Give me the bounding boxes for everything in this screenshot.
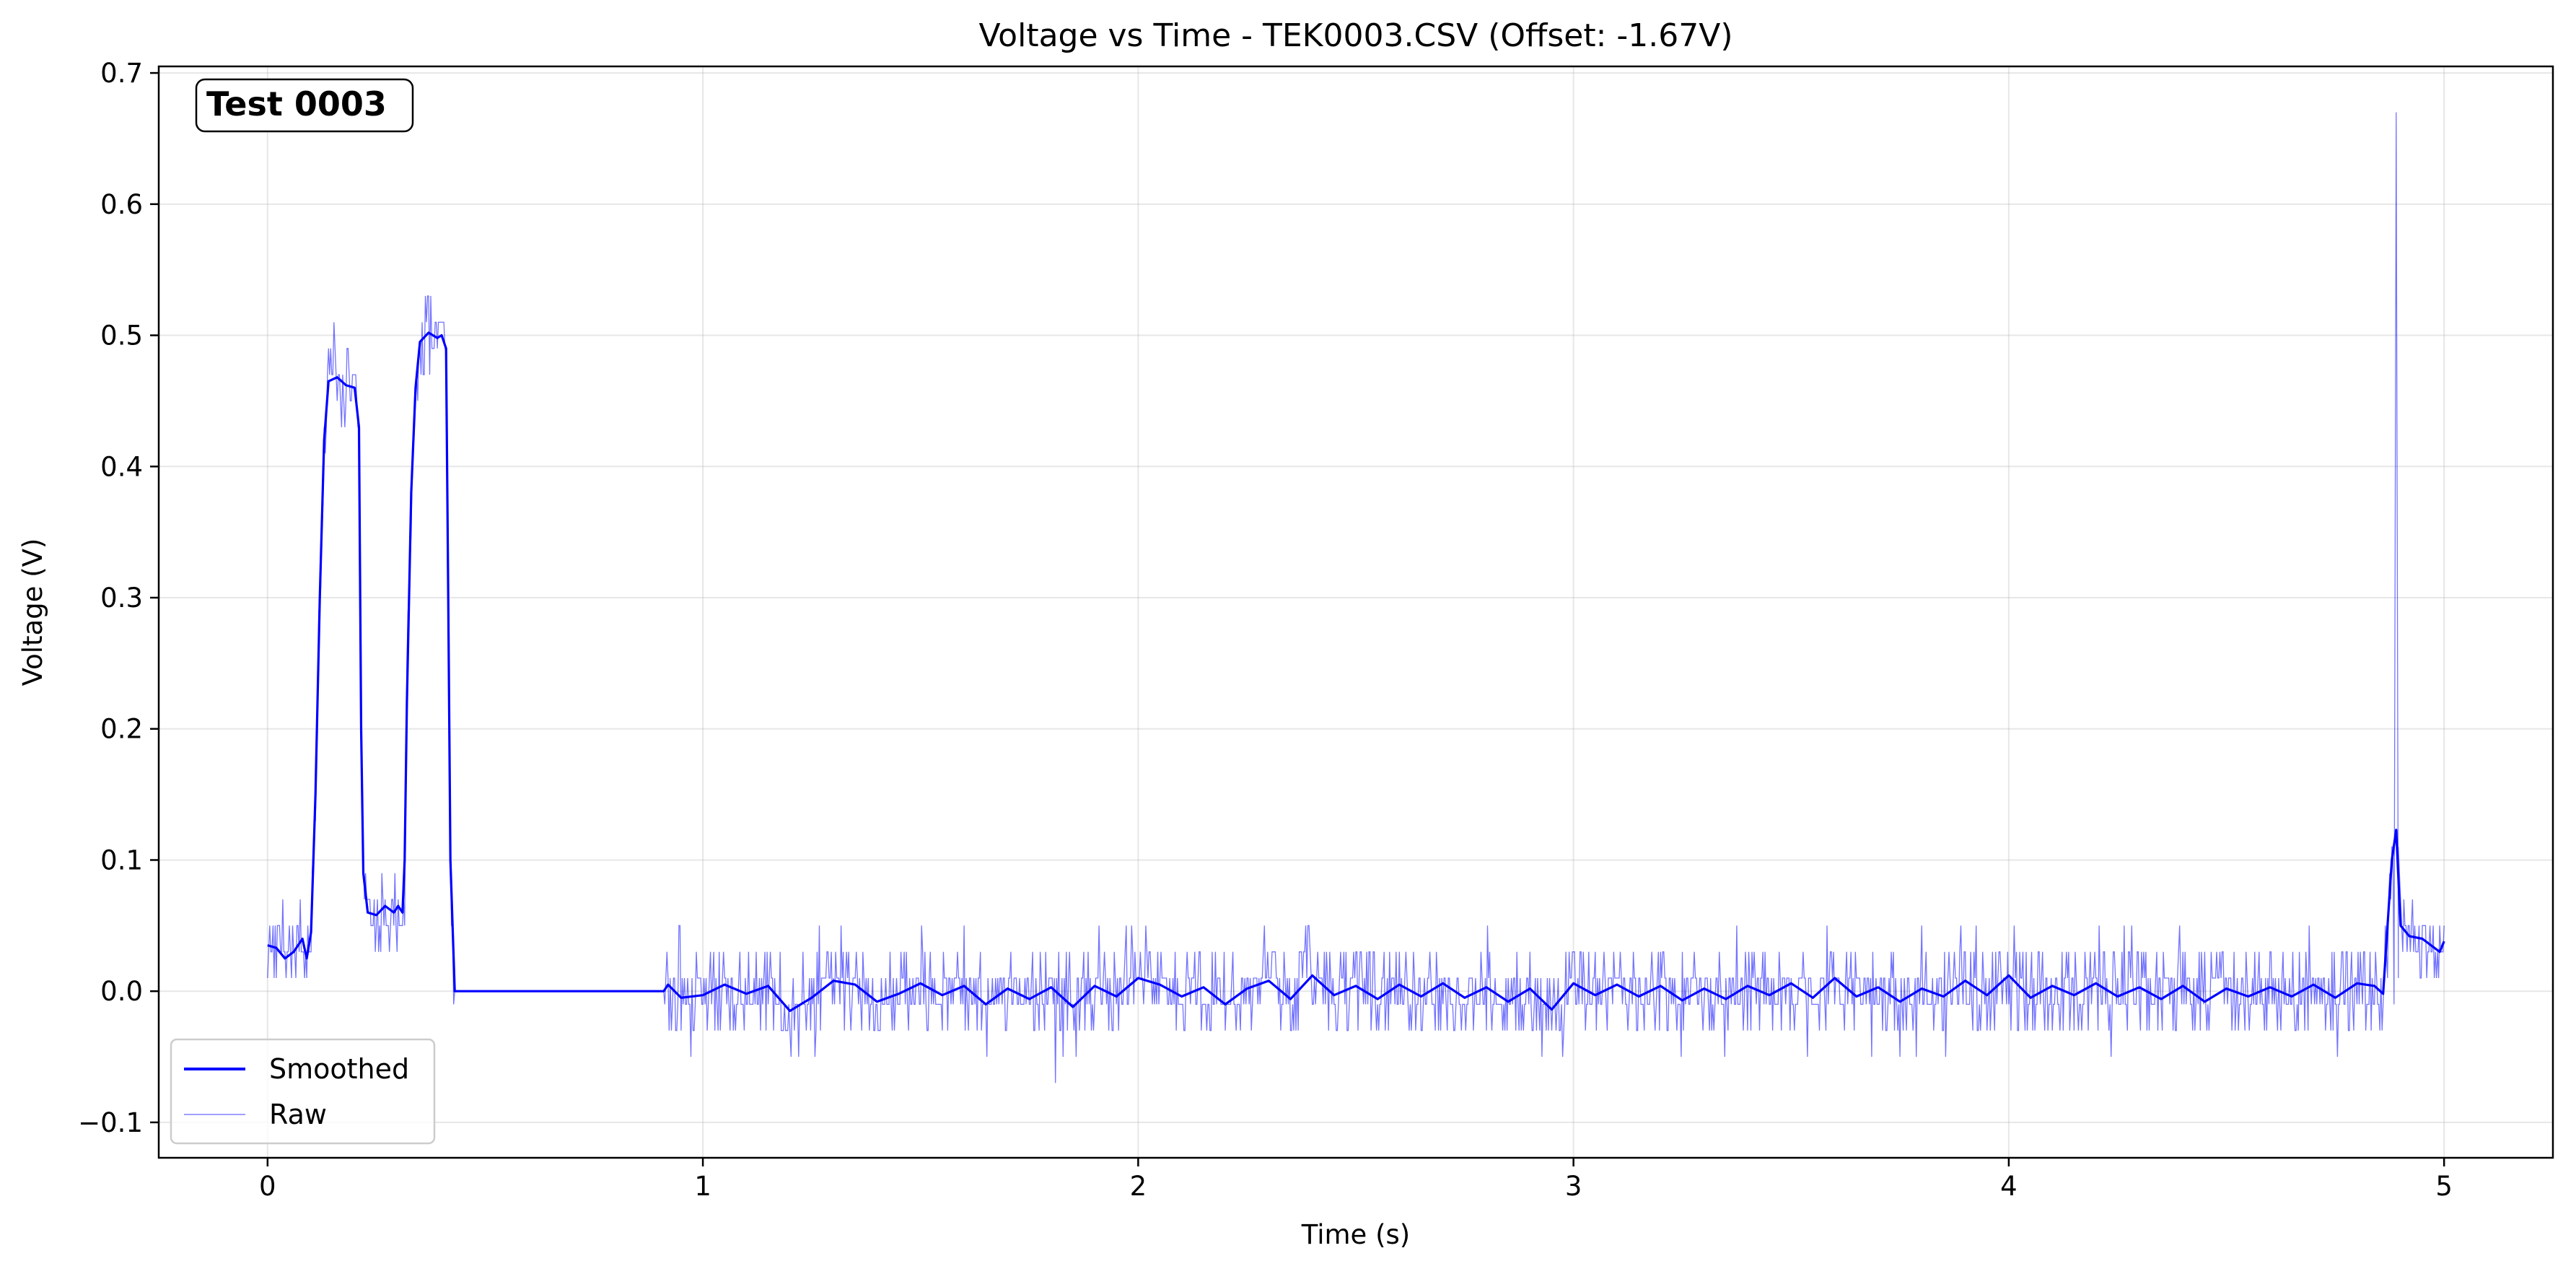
x-tick-label: 1 [694,1171,711,1202]
y-axis-ticks: −0.1 0.0 0.1 0.2 0.3 0.4 0.5 0.6 0.7 [78,58,159,1138]
grid-lines [159,66,2553,1158]
y-tick-label: −0.1 [78,1107,143,1138]
y-tick-label: 0.3 [100,583,143,614]
y-tick-label: 0.2 [100,714,143,745]
legend-label-raw: Raw [269,1099,327,1130]
y-tick-label: 0.1 [100,845,143,876]
x-tick-label: 2 [1130,1171,1147,1202]
legend-box [170,1038,436,1145]
smoothed-series [267,331,2445,1013]
plot-frame [157,65,2554,1159]
legend-label-smoothed: Smoothed [269,1053,409,1085]
x-tick-label: 4 [2000,1171,2018,1202]
x-axis-ticks: 0 1 2 3 4 5 [259,1158,2453,1202]
x-axis-label: Time (s) [1301,1219,1410,1250]
x-tick-label: 3 [1565,1171,1582,1202]
chart-title: Voltage vs Time - TEK0003.CSV (Offset: -… [978,17,1732,54]
y-tick-label: 0.4 [100,451,143,482]
y-tick-label: 0.5 [100,320,143,352]
y-tick-label: 0.0 [100,976,143,1007]
y-tick-label: 0.7 [100,58,143,89]
test-badge-box [195,78,414,133]
y-axis-label: Voltage (V) [17,538,48,686]
legend: Smoothed Raw [170,1038,436,1145]
x-tick-label: 5 [2435,1171,2453,1202]
test-badge: Test 0003 [195,78,414,133]
test-badge-label: Test 0003 [206,84,387,123]
x-tick-label: 0 [259,1171,276,1202]
smoothed-line [267,331,2445,1013]
y-tick-label: 0.6 [100,189,143,220]
